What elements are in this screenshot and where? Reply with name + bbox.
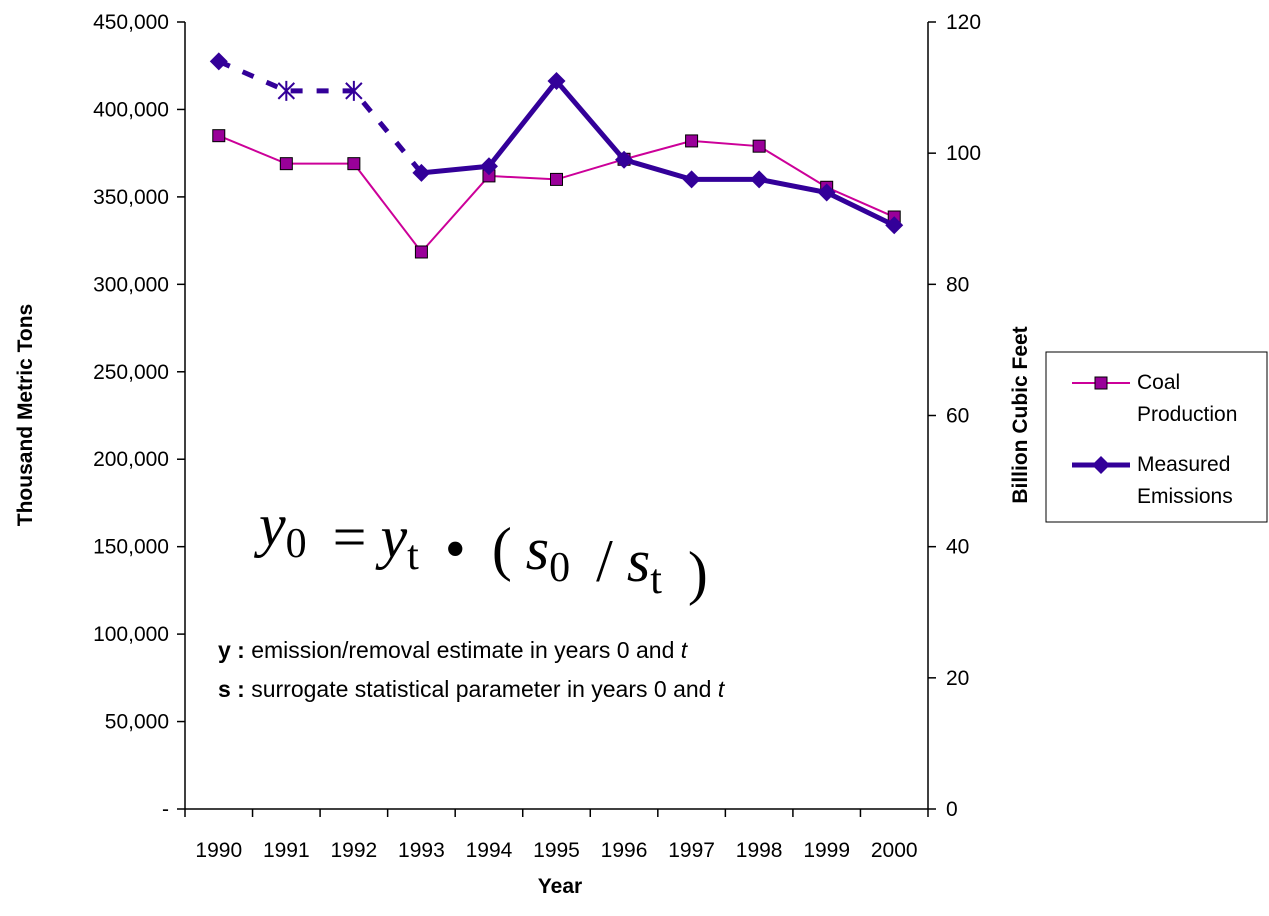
note-symbol: y : xyxy=(218,637,245,663)
y-axis-title: Thousand Metric Tons xyxy=(14,304,37,526)
marker xyxy=(682,170,701,189)
formula: y0 = yt •(s0/st) xyxy=(253,492,708,606)
formula-operator: ) xyxy=(688,540,708,606)
note-symbol: s : xyxy=(218,676,245,702)
marker xyxy=(685,134,699,148)
marker xyxy=(1092,456,1110,474)
y2-tick-label: 120 xyxy=(946,11,981,34)
x-tick-label: 1998 xyxy=(736,839,783,862)
formula-symbol: y xyxy=(374,504,407,570)
y-tick-label: 450,000 xyxy=(93,11,169,34)
note-text: emission/removal estimate in years 0 and xyxy=(245,637,681,663)
y2-tick-label: 0 xyxy=(946,798,958,821)
series-line xyxy=(217,59,424,175)
y-tick-label: 300,000 xyxy=(93,273,169,296)
note-variable: t xyxy=(718,676,726,702)
x-tick-label: 1990 xyxy=(195,839,242,862)
y-tick-label: 150,000 xyxy=(93,536,169,559)
marker xyxy=(547,72,566,91)
formula-symbol: y xyxy=(253,492,286,558)
marker xyxy=(1094,376,1108,390)
x-tick-label: 1993 xyxy=(398,839,445,862)
note: y : emission/removal estimate in years 0… xyxy=(218,637,689,663)
y-tick-label: 350,000 xyxy=(93,186,169,209)
y2-tick-label: 80 xyxy=(946,273,969,296)
marker xyxy=(279,157,293,171)
y-tick-label: 100,000 xyxy=(93,623,169,646)
formula-subscript: t xyxy=(407,533,419,579)
formula-operator: • xyxy=(445,516,466,582)
formula-symbol: s xyxy=(526,516,549,582)
formula-operator: ( xyxy=(492,516,512,582)
legend-label: Measured Emissions xyxy=(1137,453,1233,508)
y-tick-label: 200,000 xyxy=(93,448,169,471)
marker xyxy=(277,80,296,101)
legend-box xyxy=(1045,351,1268,523)
note-text: surrogate statistical parameter in years… xyxy=(245,676,718,702)
marker xyxy=(347,157,361,171)
formula-symbol: s xyxy=(627,528,650,594)
formula-operator: = xyxy=(333,504,367,570)
legend-label: Coal Production xyxy=(1137,371,1238,426)
marker xyxy=(479,157,498,176)
note-variable: t xyxy=(681,637,689,663)
x-tick-label: 1995 xyxy=(533,839,580,862)
marker xyxy=(550,172,563,186)
x-tick-label: 1991 xyxy=(263,839,310,862)
x-tick-label: 1996 xyxy=(601,839,648,862)
y2-axis-title: Billion Cubic Feet xyxy=(1009,326,1032,503)
marker xyxy=(209,52,228,71)
y-tick-label: 250,000 xyxy=(93,361,169,384)
x-tick-label: 1997 xyxy=(668,839,715,862)
x-axis-title: Year xyxy=(538,875,582,898)
y-tick-label: 400,000 xyxy=(93,98,169,121)
x-tick-label: 1999 xyxy=(803,839,850,862)
marker xyxy=(212,129,226,143)
y2-tick-label: 60 xyxy=(946,405,969,428)
marker xyxy=(414,245,428,259)
x-tick-label: 2000 xyxy=(871,839,918,862)
formula-subscript: 0 xyxy=(286,521,307,567)
formula-subscript: 0 xyxy=(549,545,570,591)
formula-subscript: t xyxy=(650,557,662,603)
marker xyxy=(885,216,904,235)
marker xyxy=(752,139,766,153)
y-tick-label: 50,000 xyxy=(105,711,169,734)
y-tick-label: - xyxy=(162,798,169,821)
series-line xyxy=(421,77,896,228)
y2-tick-label: 100 xyxy=(946,142,981,165)
marker xyxy=(750,170,769,189)
marker xyxy=(615,150,634,169)
marker xyxy=(817,183,836,202)
series-line xyxy=(218,134,895,254)
y2-tick-label: 40 xyxy=(946,536,969,559)
note: s : surrogate statistical parameter in y… xyxy=(218,676,726,702)
x-tick-label: 1994 xyxy=(466,839,513,862)
formula-operator: / xyxy=(596,528,613,594)
y2-tick-label: 20 xyxy=(946,667,969,690)
x-tick-label: 1992 xyxy=(331,839,378,862)
marker xyxy=(412,163,431,182)
marker xyxy=(345,80,363,101)
